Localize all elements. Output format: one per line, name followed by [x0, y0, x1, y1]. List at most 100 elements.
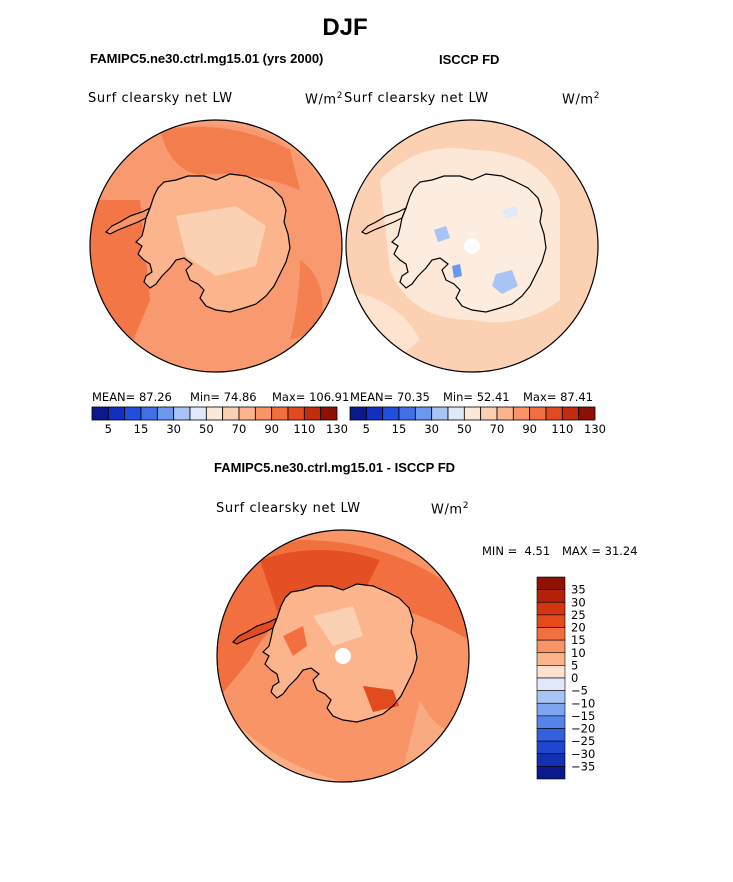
right-colorbar-box: [414, 406, 433, 421]
left-mean-stat: MEAN= 87.26: [92, 390, 172, 404]
diff-colorbar-tick-label: −10: [571, 696, 595, 710]
left-colorbar: 5 15 30 50 70 90 110 130: [91, 406, 348, 436]
right-variable-label: Surf clearsky net LW: [344, 91, 489, 106]
left-case-title: FAMIPC5.ne30.ctrl.mg15.01 (yrs 2000): [90, 51, 324, 66]
left-colorbar-tick-label: 50: [199, 422, 214, 436]
left-min-stat: Min= 74.86: [190, 390, 257, 404]
figure-title: DJF: [322, 14, 368, 41]
diff-colorbar-box: [536, 677, 566, 691]
diff-colorbar-tick-label: −5: [571, 684, 588, 698]
left-colorbar-tick-label: 110: [293, 422, 315, 436]
diff-units-label: W/m2: [431, 501, 470, 518]
right-colorbar-tick-label: 110: [551, 422, 573, 436]
diff-colorbar-box: [536, 728, 566, 742]
left-colorbar-box: [91, 406, 109, 421]
right-case-title: ISCCP FD: [439, 52, 500, 67]
left-colorbar-tick-label: 30: [166, 422, 181, 436]
right-mean-stat: MEAN= 70.35: [350, 390, 430, 404]
diff-map: [217, 530, 469, 782]
diff-colorbar-tick-label: 10: [571, 646, 586, 660]
left-colorbar-box: [320, 406, 338, 421]
right-min-stat: Min= 52.41: [443, 390, 510, 404]
diff-min-stat: MIN = 4.51: [482, 544, 551, 558]
right-colorbar-box: [529, 406, 547, 421]
right-colorbar-tick-label: 70: [490, 422, 505, 436]
diff-colorbar-tick-label: −30: [571, 747, 595, 761]
left-map-border: [89, 119, 343, 373]
diff-colorbar-tick-label: −20: [571, 722, 595, 736]
right-colorbar-box: [480, 406, 498, 421]
left-colorbar-box: [254, 406, 273, 421]
right-colorbar-box: [349, 406, 367, 421]
diff-colorbar-tick-label: 5: [571, 658, 578, 672]
left-colorbar-box: [173, 406, 191, 421]
left-colorbar-box: [140, 406, 158, 421]
left-colorbar-tick-label: 90: [264, 422, 279, 436]
left-map: [90, 120, 342, 372]
right-colorbar-tick-label: 50: [457, 422, 472, 436]
left-colorbar-tick-label: 15: [134, 422, 149, 436]
left-variable-label: Surf clearsky net LW: [88, 91, 233, 106]
diff-max-stat: MAX = 31.24: [562, 544, 638, 558]
diff-colorbar-box: [536, 740, 566, 755]
diff-colorbar-box: [536, 601, 566, 616]
left-colorbar-box: [156, 406, 175, 421]
right-colorbar-box: [398, 406, 416, 421]
diff-colorbar-box: [536, 652, 566, 666]
diff-colorbar-box: [536, 665, 566, 679]
left-colorbar-box: [189, 406, 207, 421]
diff-colorbar-tick-label: −25: [571, 734, 595, 748]
diff-colorbar-tick-label: 30: [571, 595, 586, 609]
right-colorbar-box: [382, 406, 400, 421]
right-colorbar-box: [545, 406, 563, 421]
right-map: [346, 120, 598, 372]
diff-colorbar-box: [536, 766, 566, 780]
right-colorbar-tick-label: 30: [424, 422, 439, 436]
diff-colorbar-box: [536, 589, 566, 603]
right-max-stat: Max= 87.41: [523, 390, 594, 404]
diff-colorbar-box: [536, 576, 566, 590]
right-colorbar-box: [447, 406, 465, 421]
diff-colorbar-box: [536, 715, 566, 729]
diff-colorbar-tick-label: 20: [571, 621, 586, 635]
left-colorbar-box: [287, 406, 305, 421]
diff-colorbar-box: [536, 627, 566, 641]
left-colorbar-box: [303, 406, 322, 421]
diff-colorbar-box: [536, 753, 566, 767]
left-colorbar-box: [222, 406, 240, 421]
left-units-label: W/m2: [305, 91, 344, 108]
diff-colorbar-tick-label: 35: [571, 583, 586, 597]
left-colorbar-box: [107, 406, 126, 421]
diff-colorbar-tick-label: −35: [571, 759, 595, 773]
diff-case-title: FAMIPC5.ne30.ctrl.mg15.01 - ISCCP FD: [214, 460, 456, 475]
left-colorbar-tick-label: 70: [232, 422, 247, 436]
diff-variable-label: Surf clearsky net LW: [216, 501, 361, 516]
diff-colorbar-box: [536, 690, 566, 704]
right-colorbar-box: [496, 406, 514, 421]
diff-colorbar-tick-label: 25: [571, 608, 586, 622]
diff-map-border: [216, 529, 470, 783]
left-colorbar-box: [271, 406, 289, 421]
diff-colorbar-box: [536, 702, 566, 717]
right-colorbar-box: [431, 406, 449, 421]
diff-colorbar-box: [536, 639, 566, 654]
right-colorbar: 5 15 30 50 70 90 110 130: [349, 406, 606, 436]
left-colorbar-box: [124, 406, 142, 421]
right-colorbar-tick-label: 15: [392, 422, 407, 436]
right-colorbar-box: [578, 406, 596, 421]
right-colorbar-tick-label: 90: [522, 422, 537, 436]
left-colorbar-tick-label: 130: [326, 422, 348, 436]
diff-colorbar-box: [536, 614, 566, 628]
right-units-label: W/m2: [562, 91, 601, 108]
diff-colorbar-tick-label: −15: [571, 709, 595, 723]
right-colorbar-box: [365, 406, 384, 421]
right-colorbar-box: [463, 406, 482, 421]
right-colorbar-tick-label: 130: [584, 422, 606, 436]
diff-colorbar-tick-label: 0: [571, 671, 578, 685]
left-colorbar-box: [205, 406, 224, 421]
right-colorbar-tick-label: 5: [363, 422, 370, 436]
left-colorbar-box: [238, 406, 256, 421]
right-colorbar-box: [561, 406, 580, 421]
